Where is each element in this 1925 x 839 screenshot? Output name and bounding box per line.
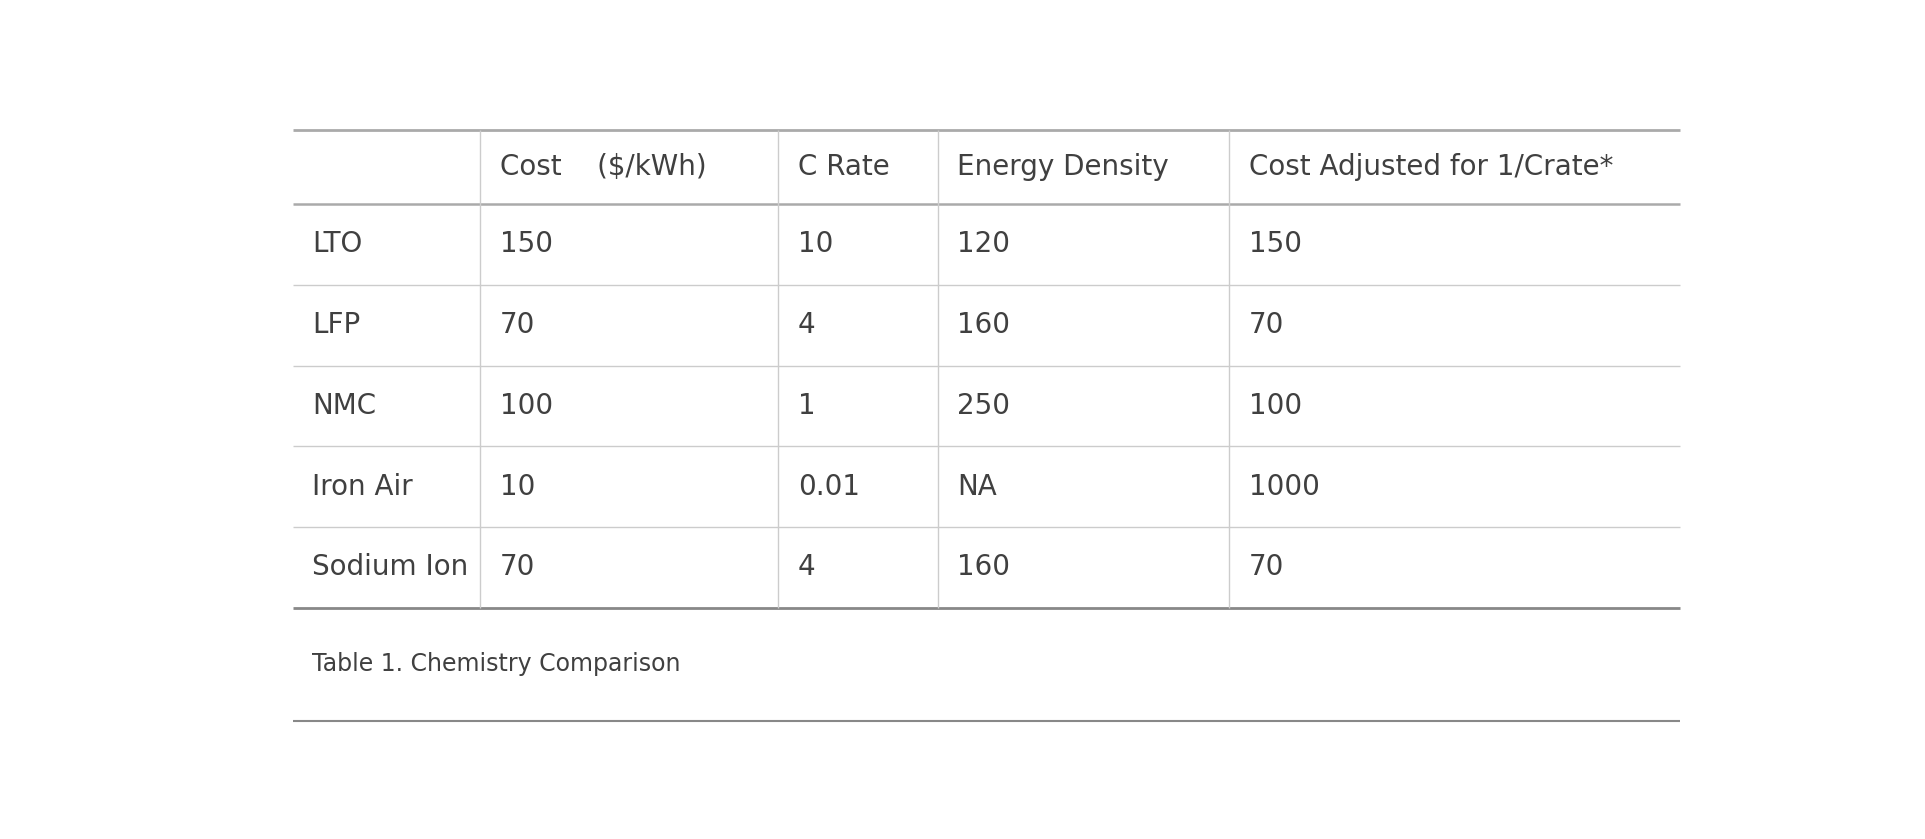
Text: Sodium Ion: Sodium Ion: [312, 554, 468, 581]
Text: Cost    ($/kWh): Cost ($/kWh): [500, 153, 706, 181]
Text: NMC: NMC: [312, 392, 377, 420]
Text: 100: 100: [1249, 392, 1301, 420]
Text: 100: 100: [500, 392, 552, 420]
Text: 70: 70: [1249, 311, 1284, 339]
Text: NA: NA: [957, 472, 997, 501]
Text: 10: 10: [500, 472, 535, 501]
Text: 70: 70: [500, 554, 535, 581]
Text: 0.01: 0.01: [797, 472, 860, 501]
Text: 250: 250: [957, 392, 1011, 420]
Text: LFP: LFP: [312, 311, 360, 339]
Text: Iron Air: Iron Air: [312, 472, 414, 501]
Text: 70: 70: [1249, 554, 1284, 581]
Text: C Rate: C Rate: [797, 153, 889, 181]
Text: 70: 70: [500, 311, 535, 339]
Text: 160: 160: [957, 311, 1011, 339]
Text: 1: 1: [797, 392, 816, 420]
Text: Table 1. Chemistry Comparison: Table 1. Chemistry Comparison: [312, 653, 681, 676]
Text: LTO: LTO: [312, 231, 362, 258]
Text: Energy Density: Energy Density: [957, 153, 1168, 181]
Text: 10: 10: [797, 231, 834, 258]
Text: 160: 160: [957, 554, 1011, 581]
Text: 150: 150: [1249, 231, 1301, 258]
Text: Cost Adjusted for 1/Crate*: Cost Adjusted for 1/Crate*: [1249, 153, 1613, 181]
Text: 120: 120: [957, 231, 1011, 258]
Text: 150: 150: [500, 231, 552, 258]
Text: 1000: 1000: [1249, 472, 1321, 501]
Text: 4: 4: [797, 311, 816, 339]
Text: 4: 4: [797, 554, 816, 581]
